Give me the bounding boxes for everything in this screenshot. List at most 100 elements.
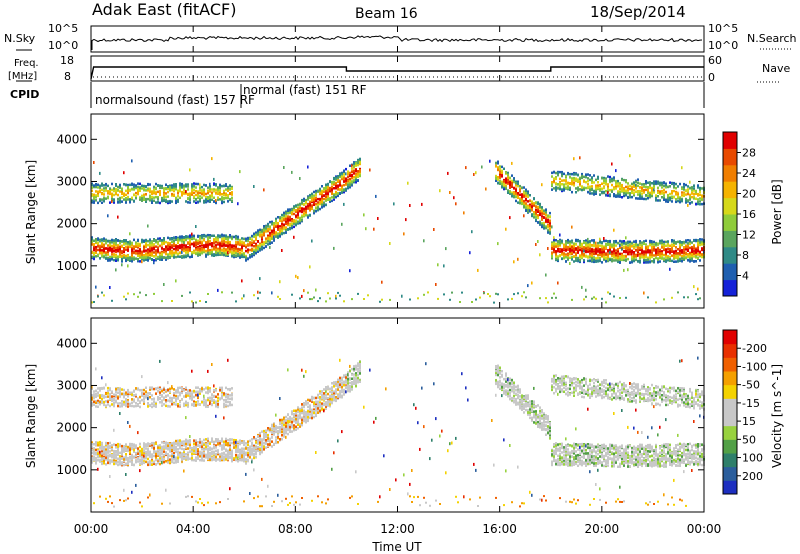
heatmap-cell xyxy=(163,189,165,192)
heatmap-cell xyxy=(125,183,127,186)
heatmap-cell xyxy=(311,192,313,196)
heatmap-cell xyxy=(613,240,615,243)
heatmap-cell xyxy=(129,259,131,262)
heatmap-cell xyxy=(121,258,123,261)
heatmap-cell xyxy=(299,207,301,210)
heatmap-cell xyxy=(103,245,105,248)
heatmap-cell xyxy=(677,240,679,244)
heatmap-cell xyxy=(531,205,533,208)
nsky-tick-high-left: 10^5 xyxy=(48,22,78,35)
heatmap-cell xyxy=(559,250,561,253)
heatmap-cell xyxy=(697,186,699,189)
heatmap-cell xyxy=(95,247,97,251)
heatmap-cell xyxy=(659,242,661,245)
heatmap-cell xyxy=(549,211,551,215)
heatmap-cell xyxy=(99,443,101,446)
heatmap-cell xyxy=(307,165,309,169)
heatmap-cell xyxy=(183,244,185,247)
heatmap-cell xyxy=(699,297,701,300)
heatmap-cell xyxy=(679,240,681,243)
heatmap-cell xyxy=(155,249,157,253)
heatmap-cell xyxy=(317,203,319,207)
heatmap-cell xyxy=(611,162,613,166)
heatmap-cell xyxy=(129,198,131,201)
heatmap-cell xyxy=(161,197,163,200)
heatmap-cell xyxy=(351,298,353,301)
heatmap-cell xyxy=(695,293,697,296)
heatmap-cell xyxy=(547,219,549,223)
heatmap-cell xyxy=(105,239,107,243)
heatmap-cell xyxy=(183,241,185,244)
heatmap-cell xyxy=(325,185,327,188)
heatmap-cell xyxy=(645,251,647,255)
heatmap-cell xyxy=(247,248,249,251)
heatmap-cell xyxy=(155,245,157,248)
heatmap-cell xyxy=(525,190,527,193)
heatmap-cell xyxy=(209,251,211,255)
heatmap-cell xyxy=(351,183,353,186)
heatmap-cell xyxy=(125,245,127,248)
heatmap-cell xyxy=(695,197,697,200)
heatmap-cell xyxy=(317,201,319,204)
heatmap-cell xyxy=(111,250,113,253)
heatmap-cell xyxy=(639,240,641,243)
heatmap-cell xyxy=(283,213,285,217)
heatmap-cell xyxy=(193,234,195,238)
heatmap-cell xyxy=(653,240,655,244)
heatmap-cell xyxy=(263,229,265,232)
heatmap-cell xyxy=(257,231,259,234)
heatmap-cell xyxy=(111,200,113,204)
heatmap-cell xyxy=(585,186,587,190)
heatmap-cell xyxy=(543,209,545,212)
colorbar-swatch xyxy=(723,181,737,199)
heatmap-cell xyxy=(617,190,619,193)
heatmap-cell xyxy=(287,215,289,218)
heatmap-cell xyxy=(617,258,619,262)
heatmap-cell xyxy=(647,251,649,254)
heatmap-cell xyxy=(161,256,163,259)
heatmap-cell xyxy=(93,400,95,403)
heatmap-cell xyxy=(217,192,219,195)
heatmap-cell xyxy=(357,171,359,175)
heatmap-cell xyxy=(621,258,623,262)
heatmap-cell xyxy=(671,196,673,200)
heatmap-cell xyxy=(553,177,555,180)
heatmap-cell xyxy=(127,187,129,191)
heatmap-cell xyxy=(99,389,101,392)
colorbar-swatch xyxy=(723,132,737,149)
heatmap-cell xyxy=(149,194,151,198)
heatmap-cell xyxy=(637,260,639,263)
heatmap-cell xyxy=(593,181,595,184)
heatmap-cell xyxy=(291,170,293,174)
heatmap-cell xyxy=(495,161,497,165)
heatmap-cell xyxy=(565,256,567,259)
heatmap-cell xyxy=(559,177,561,181)
heatmap-cell xyxy=(119,239,121,243)
heatmap-cell xyxy=(645,180,647,183)
heatmap-cell xyxy=(91,448,93,452)
heatmap-cell xyxy=(167,201,169,205)
heatmap-cell xyxy=(205,184,207,187)
heatmap-cell xyxy=(203,245,205,248)
heatmap-cell xyxy=(153,239,155,242)
heatmap-cell xyxy=(139,256,141,259)
heatmap-cell xyxy=(123,198,125,201)
heatmap-cell xyxy=(663,196,665,200)
heatmap-cell xyxy=(649,182,651,185)
heatmap-cell xyxy=(117,255,119,259)
heatmap-cell xyxy=(337,187,339,191)
heatmap-cell xyxy=(697,200,699,204)
heatmap-cell xyxy=(689,251,691,255)
heatmap-cell xyxy=(193,185,195,188)
heatmap-cell xyxy=(515,180,517,183)
heatmap-cell xyxy=(295,219,297,222)
heatmap-cell xyxy=(97,448,99,451)
heatmap-cell xyxy=(359,169,361,172)
heatmap-cell xyxy=(205,200,207,204)
heatmap-cell xyxy=(173,183,175,186)
heatmap-cell xyxy=(207,186,209,189)
heatmap-cell xyxy=(567,258,569,261)
heatmap-cell xyxy=(561,253,563,256)
heatmap-cell xyxy=(657,199,659,202)
heatmap-cell xyxy=(215,183,217,186)
